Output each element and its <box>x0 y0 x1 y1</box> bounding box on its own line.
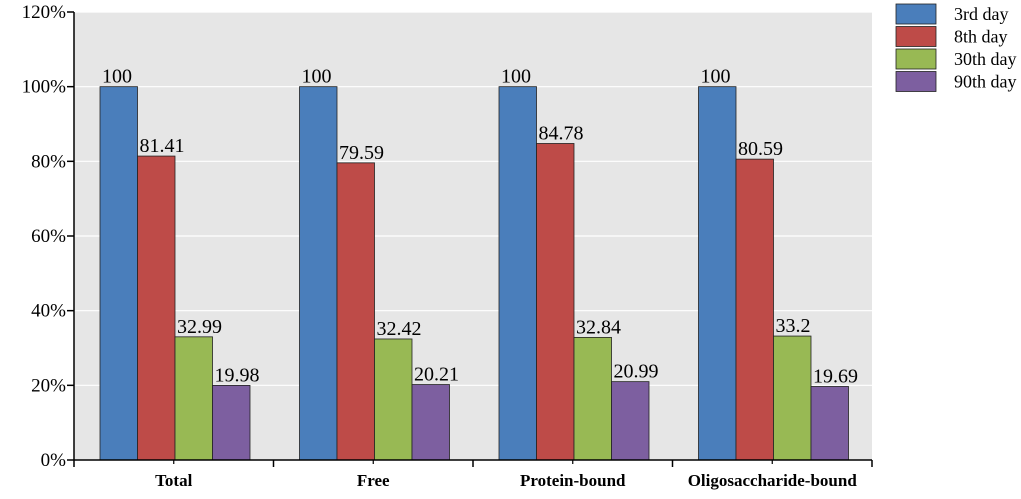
data-label: 100 <box>701 66 731 88</box>
data-label: 20.21 <box>414 364 459 386</box>
data-label: 100 <box>102 66 132 88</box>
bar <box>374 338 413 461</box>
y-tick-label: 20% <box>31 375 66 396</box>
bar <box>174 336 213 461</box>
y-axis: 0% 20% 40% 60% 80% 100% 120% <box>22 2 75 471</box>
bar <box>698 86 737 461</box>
bar <box>498 86 537 461</box>
data-label: 19.69 <box>813 365 858 387</box>
bar <box>299 86 338 461</box>
x-category-label: Free <box>357 471 390 490</box>
legend-label: 3rd day <box>954 4 1008 24</box>
data-label: 32.99 <box>177 316 222 338</box>
bar <box>773 335 812 461</box>
data-label: 80.59 <box>738 138 783 160</box>
bar <box>137 155 176 461</box>
bar <box>735 158 774 461</box>
y-tick-label: 0% <box>41 450 67 471</box>
y-tick-label: 60% <box>31 226 66 247</box>
bar <box>411 384 450 461</box>
data-label: 100 <box>302 66 332 88</box>
legend-label: 30th day <box>954 49 1017 69</box>
legend-label: 90th day <box>954 72 1017 92</box>
data-label: 100 <box>501 66 531 88</box>
y-tick-label: 100% <box>22 77 67 98</box>
legend-swatch <box>895 26 937 47</box>
bar <box>212 385 251 461</box>
legend-label: 8th day <box>954 27 1008 47</box>
data-label: 20.99 <box>614 361 659 383</box>
data-label: 32.42 <box>377 318 422 340</box>
bar <box>536 143 575 461</box>
legend-swatch <box>895 48 937 70</box>
data-label: 32.84 <box>576 316 621 338</box>
data-label: 84.78 <box>539 122 584 144</box>
x-category-label: Oligosaccharide-bound <box>688 471 858 490</box>
bar <box>611 381 650 461</box>
legend-swatch <box>895 3 937 25</box>
bar <box>99 86 138 461</box>
bars <box>99 86 849 461</box>
y-tick-label: 40% <box>31 301 66 322</box>
data-label: 81.41 <box>140 135 185 157</box>
x-axis: Total Free Protein-bound Oligosaccharide-bo… <box>73 459 873 490</box>
x-category-label: Total <box>155 471 192 490</box>
y-tick-label: 120% <box>22 2 67 23</box>
bar <box>573 336 612 461</box>
y-tick-label: 80% <box>31 151 66 172</box>
x-category-label: Protein-bound <box>520 471 626 490</box>
data-label: 33.2 <box>776 315 811 337</box>
data-label: 19.98 <box>215 364 260 386</box>
legend-swatch <box>895 71 937 92</box>
data-labels: 100 81.41 32.99 19.98 100 79.59 32.42 20.21 100 8… <box>102 66 858 388</box>
bar <box>336 162 375 461</box>
bar <box>810 386 849 461</box>
data-label: 79.59 <box>339 142 384 164</box>
